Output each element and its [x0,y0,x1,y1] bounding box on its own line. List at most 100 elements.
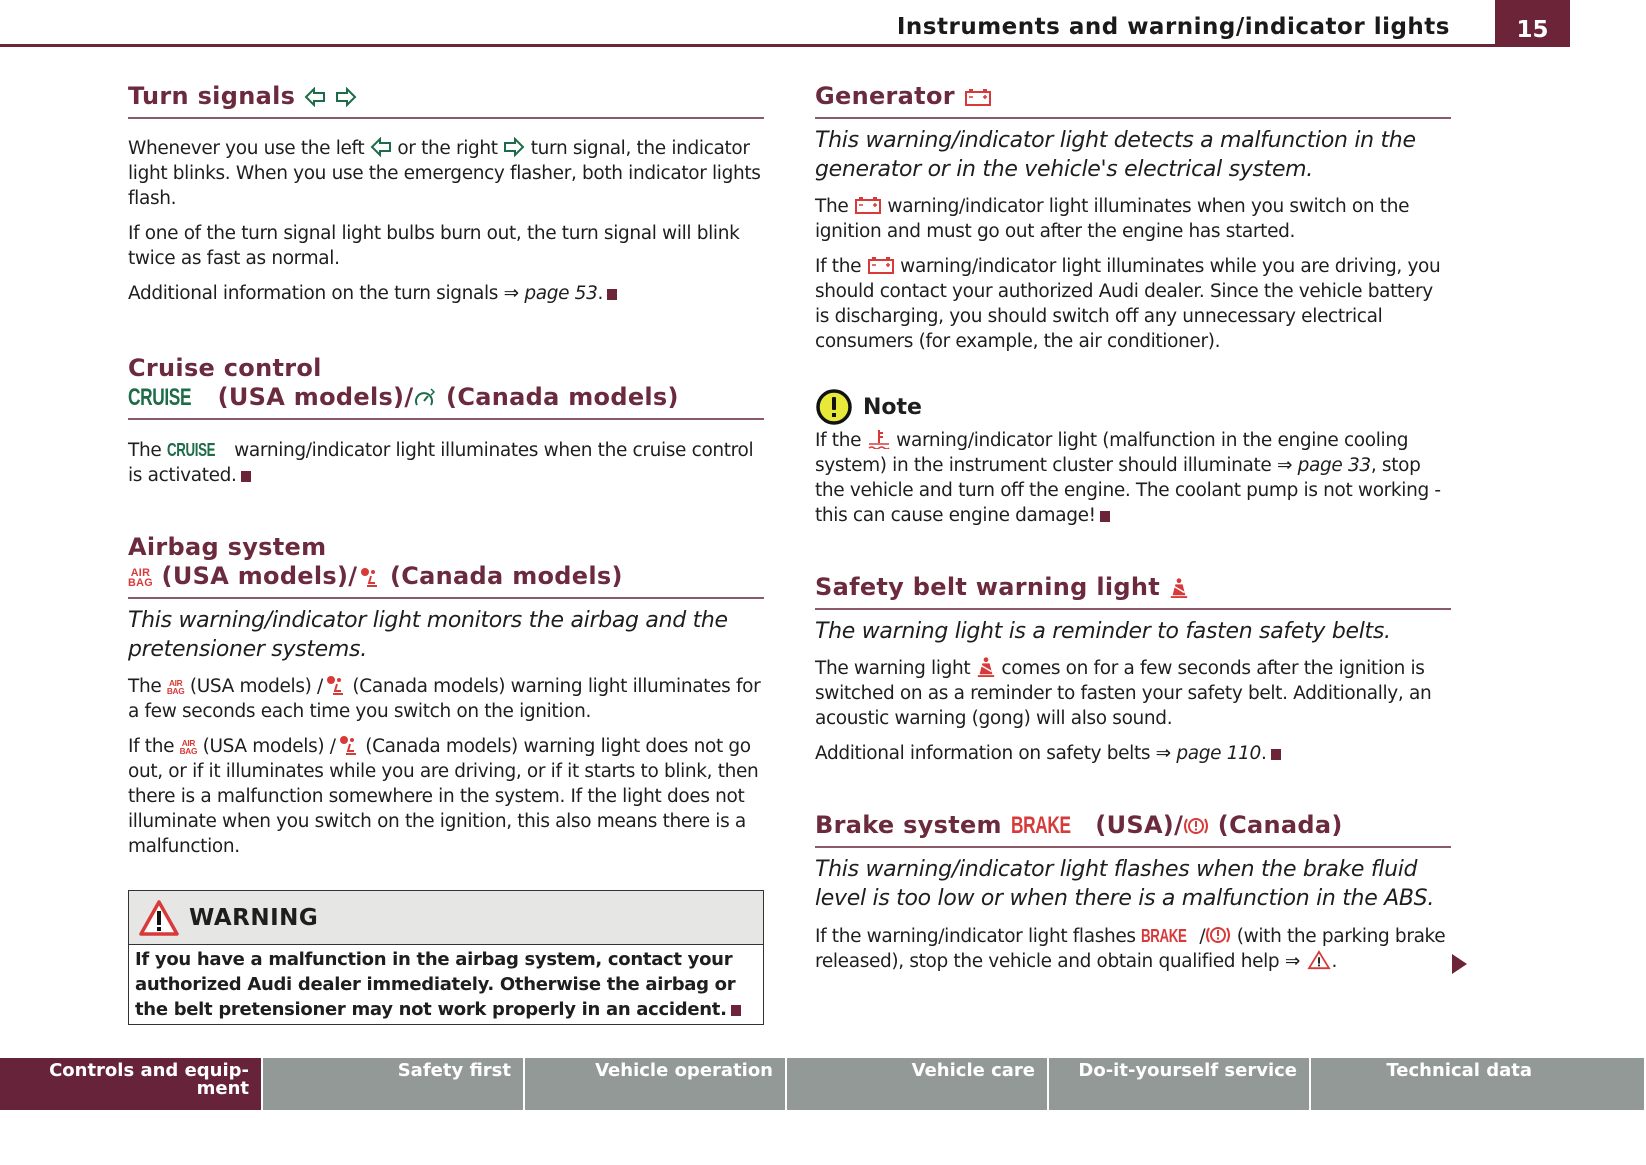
section: Airbag system AIR BAG (USA models)/ (Canad… [128,533,764,859]
footer-tabs: Controls and equip- ment Safety first Vehi… [0,1058,1646,1110]
text-run: (Canada models) [437,383,679,411]
text-run: / [1199,926,1206,947]
page-reference-link[interactable]: page 53 [524,283,598,304]
airbag-indicator-icon: AIR BAG [128,566,153,589]
seatbelt-icon [1170,578,1187,598]
footer-tab[interactable]: Technical data [1311,1058,1646,1110]
footer-tab[interactable]: Vehicle operation [525,1058,787,1110]
text-run: (USA models)/ [208,383,414,411]
text-run: warning/indicator light (malfunction in … [815,430,1409,476]
turn-left-icon [304,86,325,108]
text-run: Turn signals [128,82,304,110]
footer-tab[interactable]: Controls and equip- ment [0,1058,263,1110]
text-run: warning/indicator light illuminates when… [815,196,1410,242]
text-run: Brake system [815,811,1011,839]
section-heading: Airbag system AIR BAG (USA models)/ (Canad… [128,533,764,599]
text-run: (Canada models) warning light illuminate… [128,676,761,722]
airbag-person-icon [361,568,378,587]
paragraph: Additional information on safety belts ⇒… [815,741,1451,766]
brake-indicator-icon: BRAKE [1141,925,1187,946]
text-run: Additional information on the turn signa… [128,283,525,304]
paragraph: If one of the turn signal light bulbs bu… [128,221,764,271]
brake-circle-icon [1206,927,1231,943]
section: Brake system BRAKE (USA)/ (Canada) This w… [815,811,1451,974]
section-summary: The warning light is a reminder to faste… [815,619,1391,644]
paragraph: The AIR BAG (USA models) / (Canada models… [128,674,764,724]
text-run: If one of the turn signal light bulbs bu… [128,223,740,269]
text-run: (USA)/ [1086,811,1184,839]
text-run: Cruise control [128,354,322,382]
page-reference-link[interactable]: page 33 [1297,455,1372,476]
note-exclamation-icon [816,389,852,425]
battery-icon [867,257,894,274]
paragraph: The CRUISE warning/indicator light illum… [128,437,764,488]
footer-tab[interactable]: Safety first [263,1058,525,1110]
warning-triangle-icon [1306,950,1331,970]
text-run: The [128,676,167,697]
section: Turn signals Whenever you use the left o… [128,82,764,306]
section: Generator This warning/indicator light d… [815,82,1451,354]
footer-tab[interactable]: Do-it-yourself service [1049,1058,1311,1110]
warning-triangle-icon [139,899,179,936]
end-of-section-mark [1270,749,1281,760]
page-reference-link[interactable]: page 110 [1176,743,1261,764]
text-run: If you have a malfunction in the airbag … [135,949,736,1020]
text-run: The warning light [815,658,976,679]
page-number: 15 [1495,0,1570,47]
text-run: Whenever you use the left [128,138,370,159]
chapter-title: Instruments and warning/indicator lights [896,14,1450,40]
paragraph: If the AIR BAG (USA models) / (Canada mod… [128,734,764,859]
section-heading: Brake system BRAKE (USA)/ (Canada) [815,811,1451,848]
end-of-section-mark [607,289,618,300]
battery-icon [964,89,991,106]
header-rule [0,44,1570,47]
text-run: . [1331,951,1338,972]
warning-box: WARNING If you have a malfunction in the… [128,890,764,1025]
section-heading: Generator [815,82,1451,119]
end-of-section-mark [1099,511,1110,522]
continue-arrow-icon[interactable] [1452,954,1467,974]
text-run: If the [128,736,180,757]
text-run: The [128,440,167,461]
section-summary: This warning/indicator light monitors th… [128,608,728,662]
cruise-gauge-icon [415,388,436,406]
warning-body: If you have a malfunction in the airbag … [129,945,763,1024]
text-run: , stop the vehicle and turn off the engi… [815,455,1441,526]
section-heading: Safety belt warning light [815,573,1451,610]
section: Note If the warning/indicator light (malf… [815,388,1451,528]
text-run: . [1260,743,1267,764]
text-run: . [597,283,604,304]
text-run: warning/indicator light illuminates whil… [815,256,1441,352]
text-run: turn signal, the indicator light blinks.… [128,138,761,209]
text-run: The [815,196,854,217]
text-run: Safety belt warning light [815,573,1169,601]
cruise-indicator-icon: CRUISE [128,384,192,411]
paragraph: Additional information on the turn signa… [128,281,764,306]
text-run: (with the parking brake released), stop … [815,926,1446,972]
turn-right-icon [335,86,356,108]
paragraph: The warning light comes on for a few sec… [815,656,1451,731]
text-run: (USA models) / [197,736,336,757]
text-run: Generator [815,82,964,110]
text-run: If the warning/indicator light flashes [815,926,1142,947]
text-run: If the [815,256,867,277]
section-heading: Turn signals [128,82,764,119]
warning-header: WARNING [129,891,763,945]
text-run: or the right [391,138,504,159]
battery-icon [854,197,881,214]
footer-tab[interactable]: Vehicle care [787,1058,1049,1110]
end-of-section-mark [240,471,251,482]
airbag-indicator-icon: AIR BAG [166,678,185,696]
text-run: warning/indicator light illuminates when… [128,440,754,486]
note-title: Note [863,394,922,420]
airbag-indicator-icon: AIR BAG [179,738,198,756]
text-run: If the [815,430,867,451]
note-heading: Note [815,388,1451,426]
text-run: (Canada models) [381,562,623,590]
section-heading: Cruise control CRUISE (USA models)/ (Cana… [128,354,764,420]
airbag-person-icon [339,736,356,755]
section-summary: This warning/indicator light flashes whe… [815,857,1435,911]
cruise-indicator-icon: CRUISE [166,439,216,460]
warning-title: WARNING [189,904,319,931]
